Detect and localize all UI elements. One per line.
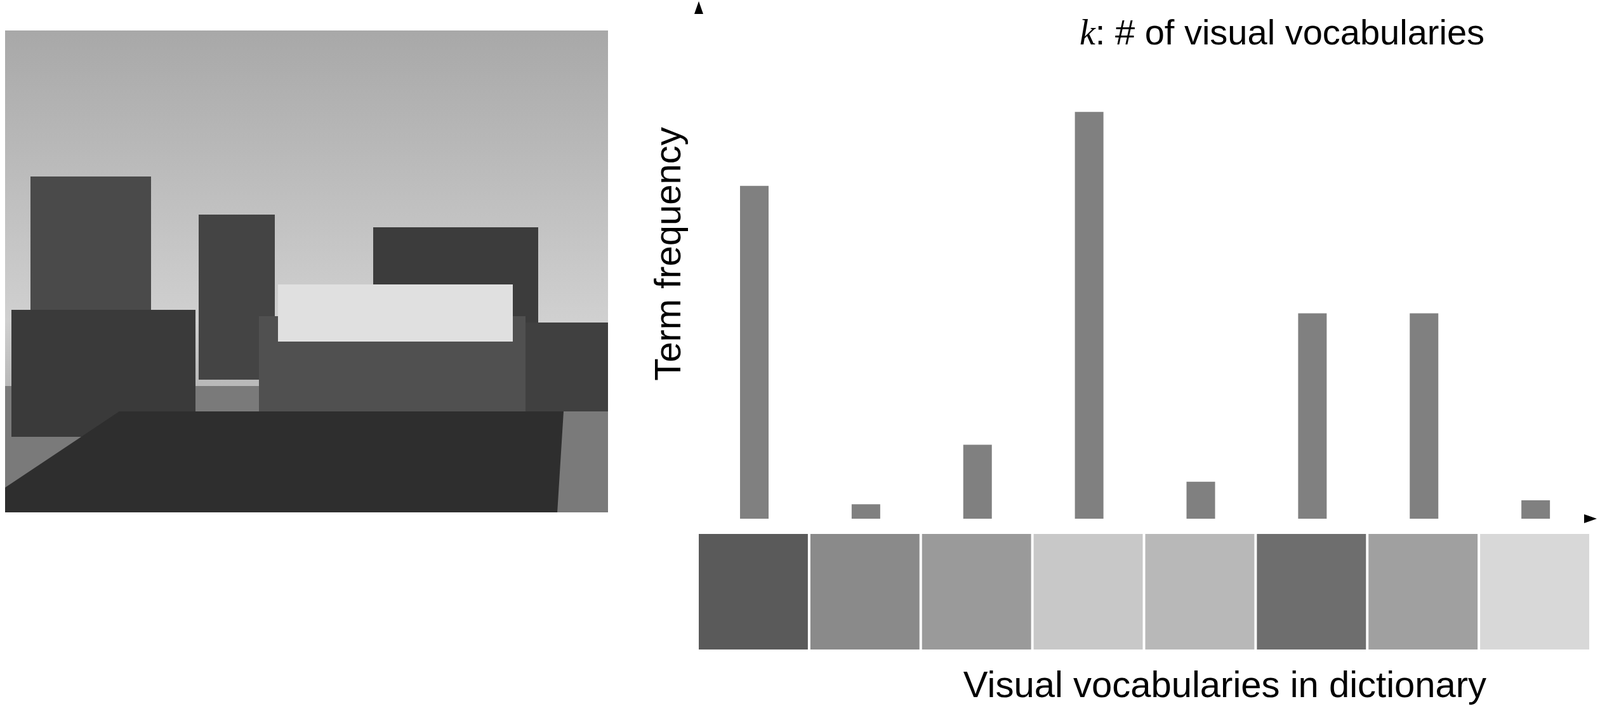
svg-text:Term frequency: Term frequency bbox=[646, 126, 688, 381]
svg-text:k: # of visual vocabularies: k: # of visual vocabularies bbox=[1079, 12, 1485, 53]
svg-text:Visual vocabularies in diction: Visual vocabularies in dictionary bbox=[963, 663, 1487, 705]
